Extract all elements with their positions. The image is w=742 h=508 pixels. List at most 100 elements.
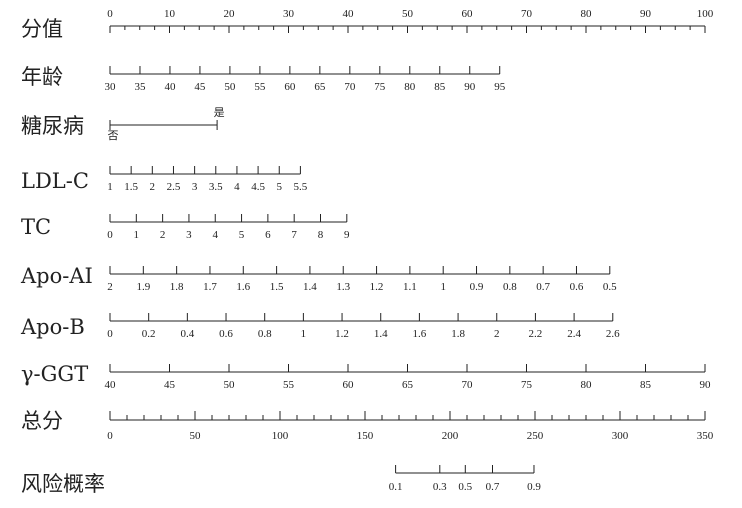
total-points-tick-label: 0 (107, 430, 113, 442)
points-tick-label: 0 (107, 8, 113, 20)
variable-tick-label: 5 (276, 181, 282, 193)
variable-tick-label: 4 (212, 229, 218, 241)
variable-tick-label: 1.5 (270, 281, 284, 293)
variable-tick-label: 0 (107, 229, 113, 241)
variable-title: Apo-AI (20, 264, 93, 288)
total-points-tick-label: 250 (527, 430, 544, 442)
variable-tick-label: 90 (464, 81, 476, 93)
variable-tick-label: 70 (344, 81, 356, 93)
variable-tick-label: 3.5 (209, 181, 223, 193)
variable-tick-label: 35 (134, 81, 146, 93)
variable-tick-label: 60 (343, 379, 355, 391)
risk-tick-label: 0.5 (458, 481, 472, 493)
variable-tick-label: 0.7 (536, 281, 550, 293)
points-tick-label: 70 (521, 8, 533, 20)
variable-tick-label: 1 (440, 281, 446, 293)
variable-tick-label: 1.6 (236, 281, 250, 293)
variable-tick-label: 40 (105, 379, 117, 391)
variable-tick-label: 90 (700, 379, 712, 391)
variable-tick-label: 1.4 (374, 328, 388, 340)
variable-tick-label: 0 (107, 328, 113, 340)
points-tick-label: 50 (402, 8, 414, 20)
variable-tick-label: 1 (301, 328, 307, 340)
variable-tick-label: 2 (160, 229, 166, 241)
total-points-tick-label: 100 (272, 430, 289, 442)
variable-tick-label: 9 (344, 229, 350, 241)
variable-tick-label: 3 (186, 229, 192, 241)
total-points-tick-label: 150 (357, 430, 374, 442)
variable-tick-label: 0.8 (258, 328, 272, 340)
variable-tick-label: 8 (318, 229, 324, 241)
variable-tick-label: 2.5 (167, 181, 181, 193)
category-label: 是 (214, 106, 225, 119)
variable-tick-label: 70 (462, 379, 474, 391)
risk-title: 风险概率 (21, 472, 105, 496)
variable-tick-label: 75 (374, 81, 386, 93)
variable-tick-label: 1 (107, 181, 113, 193)
variable-tick-label: 1.3 (336, 281, 350, 293)
variable-tick-label: 5 (239, 229, 245, 241)
variable-tick-label: 1.2 (335, 328, 349, 340)
variable-tick-label: 6 (265, 229, 271, 241)
risk-tick-label: 0.9 (527, 481, 541, 493)
variable-tick-label: 2.4 (567, 328, 581, 340)
variable-tick-label: 1.5 (124, 181, 138, 193)
points-tick-label: 100 (697, 8, 714, 20)
variable-tick-label: 65 (314, 81, 326, 93)
risk-tick-label: 0.1 (389, 481, 403, 493)
points-tick-label: 60 (462, 8, 474, 20)
variable-tick-label: 45 (164, 379, 176, 391)
variable-tick-label: 50 (224, 81, 236, 93)
variable-tick-label: 3 (192, 181, 198, 193)
variable-tick-label: 0.6 (219, 328, 233, 340)
variable-tick-label: 80 (581, 379, 593, 391)
variable-tick-label: 1.2 (370, 281, 384, 293)
points-tick-label: 90 (640, 8, 652, 20)
variable-tick-label: 7 (291, 229, 297, 241)
variable-tick-label: 40 (164, 81, 176, 93)
variable-tick-label: 2 (150, 181, 156, 193)
points-tick-label: 80 (581, 8, 593, 20)
variable-tick-label: 1.7 (203, 281, 217, 293)
points-tick-label: 10 (164, 8, 176, 20)
points-tick-label: 30 (283, 8, 295, 20)
variable-tick-label: 85 (434, 81, 446, 93)
variable-tick-label: 75 (521, 379, 533, 391)
variable-tick-label: 0.8 (503, 281, 517, 293)
points-tick-label: 40 (343, 8, 355, 20)
total-points-tick-label: 50 (190, 430, 202, 442)
variable-tick-label: 0.9 (470, 281, 484, 293)
variable-tick-label: 4.5 (251, 181, 265, 193)
variable-tick-label: 1.1 (403, 281, 417, 293)
variable-title: TC (21, 215, 51, 239)
variable-title: Apo-B (20, 315, 85, 339)
variable-tick-label: 1.6 (413, 328, 427, 340)
variable-tick-label: 1.4 (303, 281, 317, 293)
total-points-tick-label: 200 (442, 430, 459, 442)
variable-tick-label: 60 (284, 81, 296, 93)
variable-title: 糖尿病 (21, 114, 84, 138)
variable-title: 年龄 (21, 65, 63, 89)
variable-title: LDL-C (21, 169, 89, 193)
variable-tick-label: 55 (283, 379, 295, 391)
variable-tick-label: 45 (194, 81, 206, 93)
points-title: 分值 (21, 17, 63, 41)
variable-tick-label: 2.2 (529, 328, 543, 340)
variable-tick-label: 1.9 (136, 281, 150, 293)
variable-tick-label: 4 (234, 181, 240, 193)
variable-tick-label: 1 (134, 229, 140, 241)
total-points-title: 总分 (21, 409, 63, 433)
variable-tick-label: 95 (494, 81, 506, 93)
variable-tick-label: 80 (404, 81, 416, 93)
risk-tick-label: 0.3 (433, 481, 447, 493)
risk-tick-label: 0.7 (486, 481, 500, 493)
variable-tick-label: 85 (640, 379, 652, 391)
variable-tick-label: 2 (107, 281, 113, 293)
total-points-tick-label: 300 (612, 430, 629, 442)
variable-tick-label: 0.2 (142, 328, 156, 340)
total-points-tick-label: 350 (697, 430, 714, 442)
variable-tick-label: 65 (402, 379, 414, 391)
variable-tick-label: 0.6 (570, 281, 584, 293)
points-tick-label: 20 (224, 8, 236, 20)
